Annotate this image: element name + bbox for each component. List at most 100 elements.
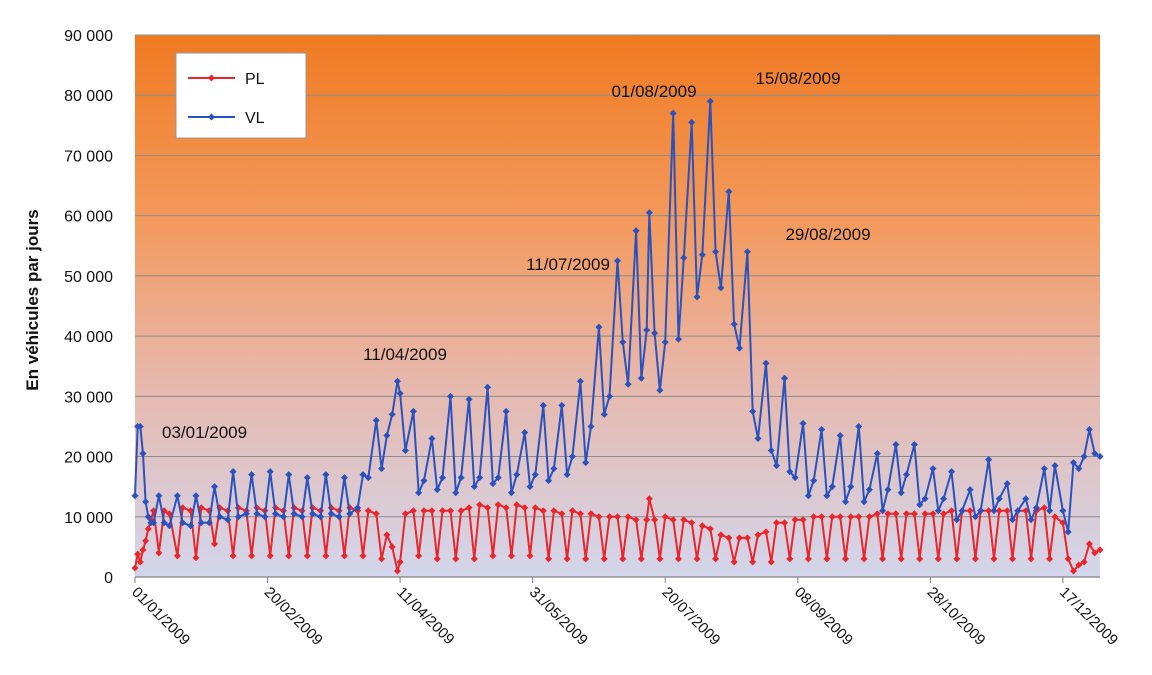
data-point (144, 513, 152, 521)
data-point (446, 507, 454, 515)
data-point (948, 507, 956, 515)
data-point (847, 513, 855, 521)
data-point (303, 474, 311, 482)
data-point (637, 374, 645, 382)
data-point (754, 434, 762, 442)
data-point (680, 254, 688, 262)
data-point (494, 501, 502, 509)
annotation-label: 29/08/2009 (785, 225, 870, 244)
data-point (396, 558, 404, 566)
data-point (409, 407, 417, 415)
data-point (439, 474, 447, 482)
data-point (134, 550, 142, 558)
data-point (706, 525, 714, 533)
data-point (279, 513, 287, 521)
annotations: 03/01/2009 11/04/2009 11/07/2009 01/08/2009… (162, 69, 871, 442)
data-point (940, 495, 948, 503)
data-point (669, 109, 677, 117)
data-point (873, 450, 881, 458)
data-point (142, 498, 150, 506)
data-point (261, 513, 269, 521)
data-point (674, 335, 682, 343)
data-point (735, 534, 743, 542)
data-point (902, 471, 910, 479)
data-point (828, 513, 836, 521)
data-point (966, 486, 974, 494)
data-point (749, 558, 757, 566)
data-point (698, 522, 706, 530)
data-point (804, 555, 812, 563)
data-point (985, 507, 993, 515)
data-point (457, 474, 465, 482)
data-point (452, 489, 460, 497)
data-point (674, 555, 682, 563)
data-point (953, 516, 961, 524)
data-point (1022, 495, 1030, 503)
data-point (791, 474, 799, 482)
data-point (253, 510, 261, 518)
data-point (1069, 567, 1077, 575)
data-point (688, 519, 696, 527)
data-point (340, 474, 348, 482)
data-point (160, 519, 168, 527)
data-point (762, 359, 770, 367)
data-point (513, 501, 521, 509)
data-point (767, 558, 775, 566)
data-point (614, 257, 621, 265)
y-tick-label: 20 000 (64, 450, 113, 467)
data-point (632, 227, 640, 235)
data-point (656, 555, 664, 563)
data-point (865, 486, 873, 494)
data-point (465, 504, 473, 512)
legend-pl-marker (208, 74, 215, 82)
data-point (940, 510, 948, 518)
data-point (489, 552, 497, 560)
data-point (452, 555, 460, 563)
data-point (563, 471, 571, 479)
data-point (457, 507, 465, 515)
data-point (929, 510, 937, 518)
data-point (309, 510, 317, 518)
data-point (401, 510, 409, 518)
data-point (1014, 507, 1022, 515)
data-point (550, 507, 558, 515)
data-point (600, 555, 608, 563)
data-point (680, 516, 688, 524)
data-point (717, 284, 725, 292)
data-point (165, 522, 173, 530)
data-point (836, 431, 844, 439)
data-point (383, 531, 391, 539)
data-point (131, 492, 139, 500)
y-tick-label: 70 000 (64, 148, 113, 165)
y-tick-label: 60 000 (64, 209, 113, 226)
data-point (990, 555, 998, 563)
data-point (725, 534, 733, 542)
annotation-label: 01/08/2009 (611, 82, 696, 101)
data-point (1027, 555, 1035, 563)
data-point (144, 525, 152, 533)
data-point (730, 320, 738, 328)
data-point (446, 392, 454, 400)
data-point (897, 489, 905, 497)
data-point (502, 407, 510, 415)
data-point (823, 492, 831, 500)
data-point (860, 498, 868, 506)
data-point (224, 516, 232, 524)
data-point (439, 507, 447, 515)
data-point (1051, 462, 1059, 470)
data-point (773, 462, 781, 470)
data-point (266, 468, 274, 476)
data-point (489, 480, 497, 488)
data-point (892, 510, 900, 518)
data-point (606, 513, 614, 521)
data-point (810, 513, 818, 521)
data-point (1009, 555, 1017, 563)
data-point (619, 555, 627, 563)
data-point (317, 513, 325, 521)
data-point (995, 495, 1003, 503)
data-point (1085, 540, 1093, 548)
data-point (804, 492, 812, 500)
data-point (378, 555, 386, 563)
legend-vl-marker (208, 113, 215, 121)
data-point (393, 567, 401, 575)
